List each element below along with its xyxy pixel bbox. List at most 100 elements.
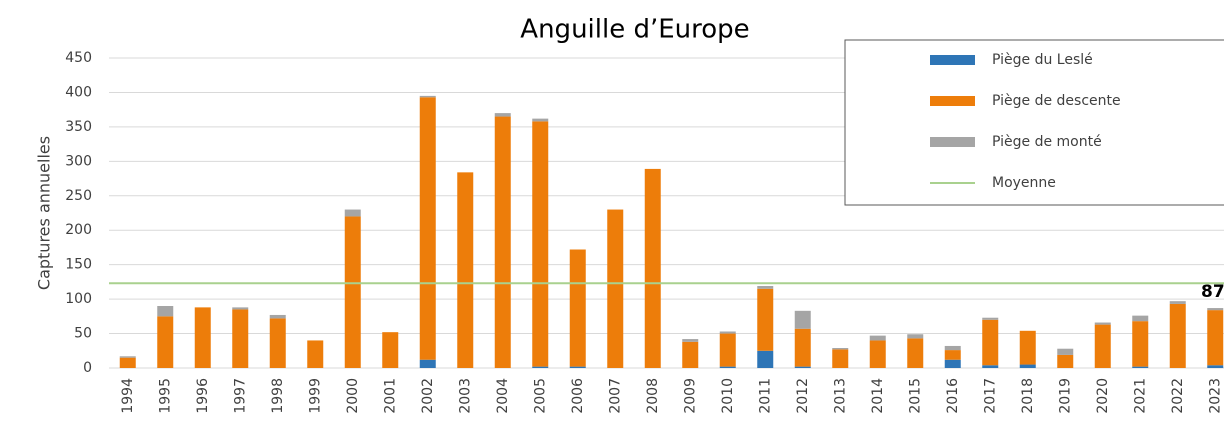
x-tick-label: 2003 <box>457 378 473 414</box>
bar-segment <box>794 310 811 329</box>
x-tick-label: 2018 <box>1020 378 1036 414</box>
bar-segment <box>1207 308 1224 311</box>
x-tick-label: 2021 <box>1132 378 1148 414</box>
bar-segment <box>1132 315 1149 322</box>
bar-segment <box>869 335 886 341</box>
bar-segment <box>794 328 811 367</box>
x-tick-label: 2001 <box>382 378 398 414</box>
legend-label: Piège de descente <box>992 93 1121 109</box>
x-tick-label: 2004 <box>495 378 511 414</box>
x-tick-label: 2006 <box>570 378 586 414</box>
bar-segment <box>1207 310 1224 366</box>
x-tick-label: 2002 <box>420 378 436 414</box>
y-axis-label: Captures annuelles <box>35 136 54 290</box>
bar-segment <box>982 317 999 320</box>
bar-segment <box>832 348 849 350</box>
bar-segment <box>869 340 886 368</box>
bar-segment <box>532 118 549 122</box>
bar-segment <box>1094 324 1111 368</box>
annotation: 87 <box>1201 282 1224 302</box>
x-tick-label: 2005 <box>532 378 548 414</box>
y-tick-label: 0 <box>83 360 92 376</box>
bar-segment <box>757 350 774 368</box>
x-tick-label: 2015 <box>907 378 923 414</box>
legend-swatch <box>930 137 975 147</box>
bar-segment <box>344 216 361 368</box>
bar-segment <box>419 97 436 360</box>
x-tick-label: 2017 <box>982 378 998 414</box>
x-tick-label: 1999 <box>307 378 323 414</box>
x-tick-label: 1998 <box>270 378 286 414</box>
bar-segment <box>344 209 361 217</box>
bar-segment <box>119 357 136 368</box>
bar-segment <box>157 306 174 317</box>
y-tick-label: 450 <box>65 50 92 66</box>
y-tick-label: 250 <box>65 188 92 204</box>
bar-segment <box>232 309 249 368</box>
bar-segment <box>907 338 924 368</box>
x-tick-label: 2009 <box>682 378 698 414</box>
bar-segment <box>419 359 436 368</box>
bar-segment <box>1019 364 1036 368</box>
bar-segment <box>1132 366 1149 368</box>
bar-segment <box>682 339 699 342</box>
bar-segment <box>794 366 811 368</box>
x-tick-label: 2011 <box>757 378 773 414</box>
bar-segment <box>832 349 849 368</box>
x-tick-label: 2019 <box>1057 378 1073 414</box>
bar-segment <box>682 341 699 368</box>
bar-segment <box>569 249 586 367</box>
bar-segment <box>982 365 999 368</box>
bar-segment <box>307 340 324 368</box>
bar-segment <box>1057 348 1074 355</box>
legend-swatch <box>930 55 975 65</box>
bar-segment <box>1132 321 1149 367</box>
x-tick-label: 1995 <box>157 378 173 414</box>
y-tick-label: 150 <box>65 257 92 273</box>
bar-segment <box>982 319 999 366</box>
legend-label: Piège du Leslé <box>992 52 1093 68</box>
x-tick-label: 2016 <box>945 378 961 414</box>
legend-swatch <box>930 96 975 106</box>
y-tick-label: 350 <box>65 119 92 135</box>
x-tick-label: 2008 <box>645 378 661 414</box>
bar-segment <box>1057 354 1074 368</box>
bar-segment <box>719 333 736 367</box>
bar-segment <box>494 116 511 368</box>
x-tick-label: 2023 <box>1207 378 1223 414</box>
bar-segment <box>1207 365 1224 368</box>
bar-segment <box>907 334 924 339</box>
bar-segment <box>157 316 174 368</box>
x-tick-label: 2020 <box>1095 378 1111 414</box>
bar-segment <box>494 113 511 117</box>
x-tick-label: 2007 <box>607 378 623 414</box>
bar-segment <box>194 307 211 368</box>
bar-segment <box>119 356 136 358</box>
bar-segment <box>944 350 961 360</box>
bar-segment <box>944 359 961 368</box>
y-tick-label: 50 <box>74 326 92 342</box>
chart-title: Anguille d’Europe <box>520 15 749 45</box>
bar-segment <box>1169 301 1186 304</box>
bar-segment <box>644 168 661 368</box>
x-tick-label: 2010 <box>720 378 736 414</box>
bar-segment <box>1169 303 1186 368</box>
bar-segment <box>719 331 736 334</box>
bar-segment <box>1019 330 1036 365</box>
y-tick-label: 200 <box>65 222 92 238</box>
legend-label: Moyenne <box>992 175 1056 191</box>
bar-segment <box>757 286 774 289</box>
x-tick-label: 1997 <box>232 378 248 414</box>
x-tick-label: 1996 <box>195 378 211 414</box>
bar-segment <box>569 366 586 368</box>
x-tick-label: 2014 <box>870 378 886 414</box>
y-tick-label: 300 <box>65 153 92 169</box>
bar-segment <box>269 318 286 368</box>
bar-segment <box>944 345 961 351</box>
bar-segment <box>419 95 436 98</box>
bar-segment <box>532 366 549 368</box>
x-tick-label: 2000 <box>345 378 361 414</box>
legend-box <box>844 39 1224 206</box>
